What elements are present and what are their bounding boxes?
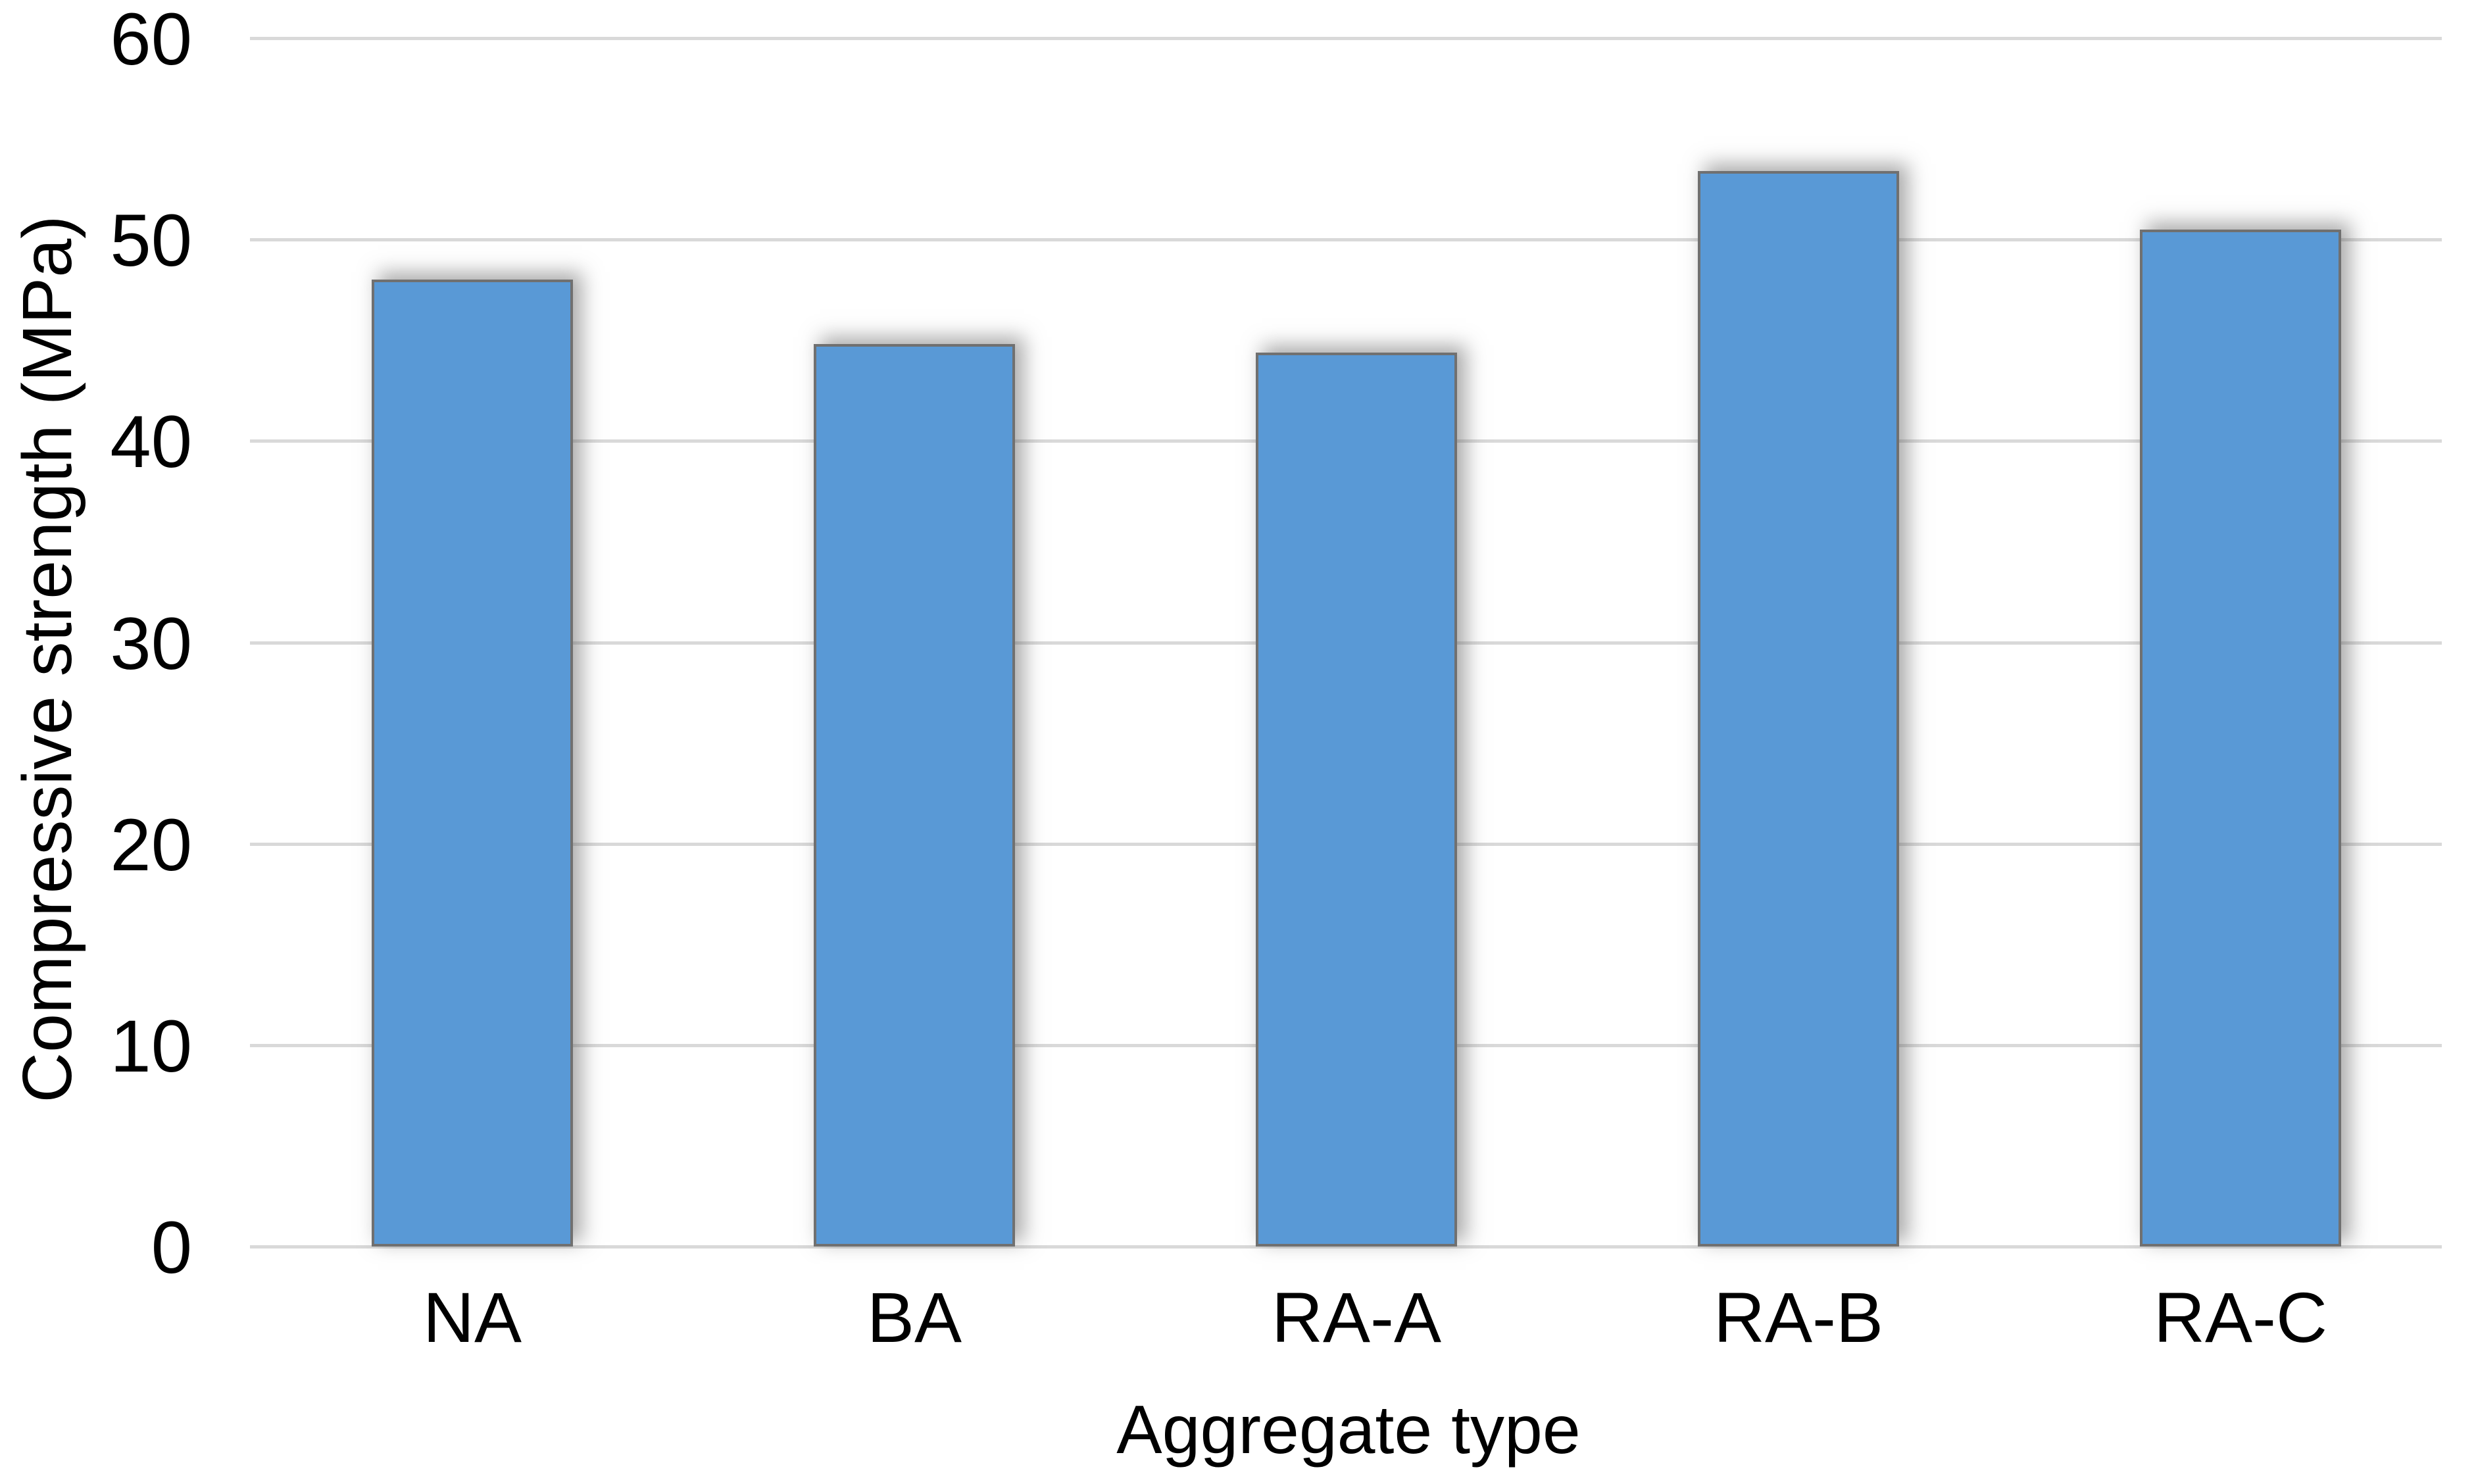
x-category-label-RA-C: RA-C: [2154, 1277, 2327, 1357]
y-tick-label-30: 30: [110, 602, 192, 685]
gridline-y-0: [250, 1245, 2442, 1249]
y-tick-label-40: 40: [110, 401, 192, 483]
bar-RA-A: [1256, 352, 1457, 1247]
bar-BA: [814, 344, 1015, 1247]
y-tick-label-0: 0: [151, 1206, 192, 1289]
x-category-label-NA: NA: [422, 1277, 522, 1357]
bar-NA: [372, 280, 573, 1247]
y-tick-label-60: 60: [110, 0, 192, 80]
bar-RA-B: [1698, 171, 1899, 1247]
x-axis-title: Aggregate type: [1116, 1392, 1581, 1468]
y-tick-label-20: 20: [110, 803, 192, 886]
bar-RA-C: [2140, 229, 2341, 1247]
x-category-label-RA-A: RA-A: [1271, 1277, 1442, 1357]
y-tick-label-10: 10: [110, 1004, 192, 1087]
y-tick-label-50: 50: [110, 199, 192, 282]
x-category-label-RA-B: RA-B: [1713, 1277, 1884, 1357]
x-category-label-BA: BA: [866, 1277, 962, 1357]
gridline-y-50: [250, 238, 2442, 242]
gridline-y-60: [250, 37, 2442, 40]
